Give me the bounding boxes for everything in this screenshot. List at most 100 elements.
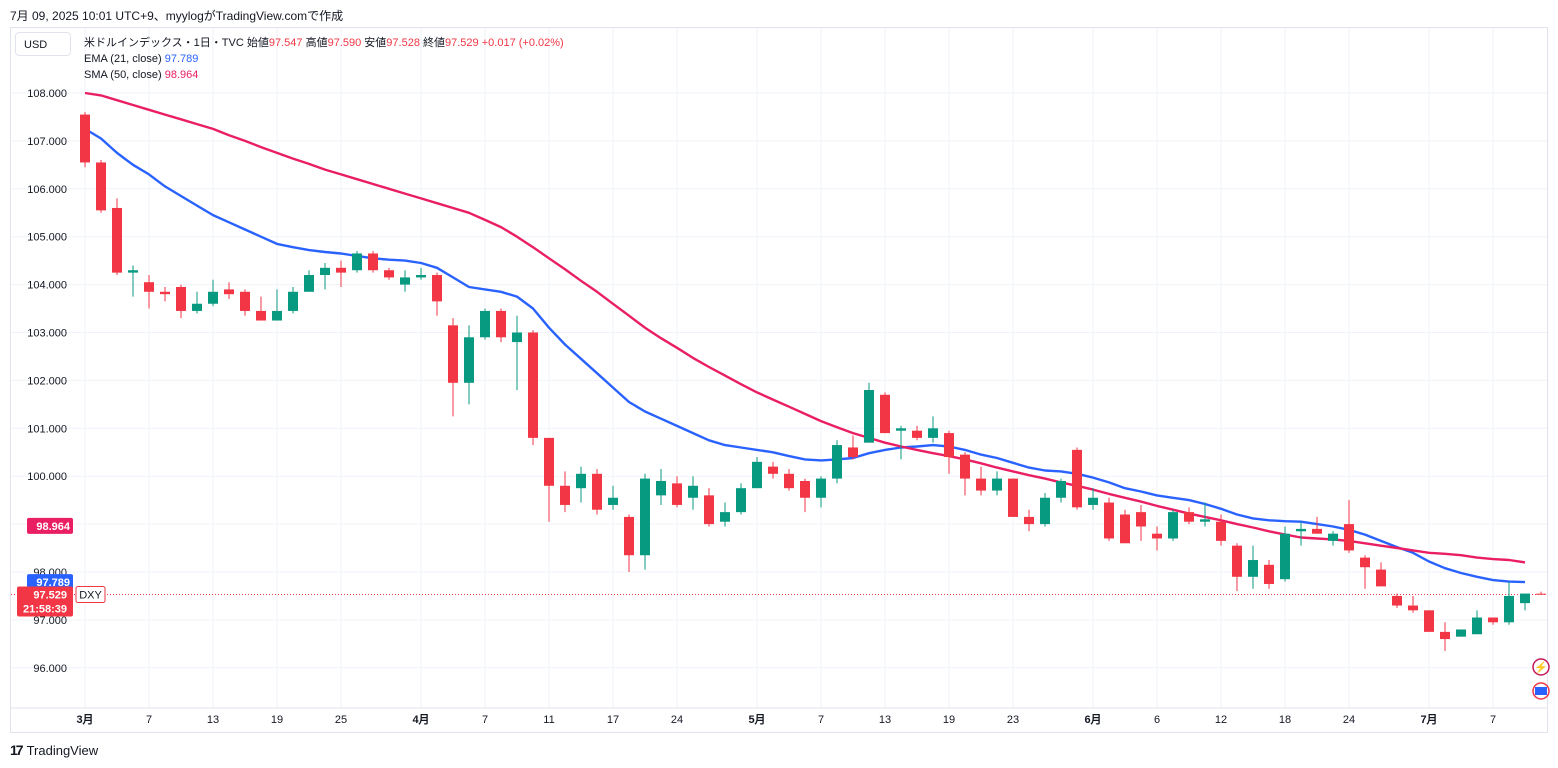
candle-body [1440, 631, 1450, 640]
sma-price-badge: 98.964 [36, 521, 71, 533]
candle-body [736, 488, 746, 513]
candle-body [256, 310, 266, 321]
lightning-glyph-icon: ⚡ [1534, 661, 1548, 674]
x-tick-label: 11 [543, 714, 554, 726]
currency-button[interactable]: USD [15, 32, 71, 56]
candle-body [944, 433, 954, 458]
x-tick-label: 19 [943, 714, 955, 726]
candle-body [432, 275, 442, 302]
candle-body [1296, 528, 1306, 532]
y-tick-label: 100.000 [27, 471, 67, 483]
x-tick-label: 7 [1490, 714, 1496, 726]
candle-body [928, 428, 938, 438]
candle-body [1280, 533, 1290, 580]
candle-body [160, 291, 170, 295]
candle-body [80, 114, 90, 163]
candle-body [624, 516, 634, 556]
y-tick-label: 107.000 [27, 136, 67, 148]
y-tick-label: 101.000 [27, 423, 67, 435]
candle-body [1056, 480, 1066, 498]
candle-body [864, 389, 874, 443]
candle-body [1072, 449, 1082, 508]
last-price-badge: 97.529 [33, 590, 67, 602]
legend-ema-row[interactable]: EMA (21, close) 97.789 [84, 51, 564, 67]
x-tick-label: 7月 [1420, 713, 1437, 726]
candle-body [1360, 557, 1370, 568]
candle-body [1376, 569, 1386, 587]
candle-body [800, 480, 810, 498]
symbol-tag-bg [75, 586, 106, 604]
x-tick-label: 13 [207, 714, 219, 726]
candle-body [400, 277, 410, 285]
candle-body [1216, 521, 1226, 541]
candle-body [912, 430, 922, 438]
candle-body [656, 480, 666, 496]
x-tick-label: 25 [335, 714, 347, 726]
candle-body [880, 394, 890, 434]
candle-body [336, 267, 346, 273]
candle-body [1456, 629, 1466, 637]
candle-body [832, 445, 842, 479]
candle-body [1024, 516, 1034, 525]
candle-body [112, 207, 122, 273]
symbol-name[interactable]: 米ドルインデックス・1日・TVC [84, 37, 244, 49]
candle-body [688, 485, 698, 498]
candle-body [544, 437, 554, 486]
y-tick-label: 102.000 [27, 375, 67, 387]
sma-label: SMA (50, close) [84, 69, 162, 81]
x-tick-label: 24 [671, 714, 683, 726]
candle-body [1312, 528, 1322, 534]
ema-price-badge-bg [27, 574, 73, 591]
candle-body [768, 466, 778, 474]
candle-body [448, 325, 458, 383]
x-tick-label: 13 [879, 714, 891, 726]
candle-body [1152, 533, 1162, 539]
us-flag-icon [1535, 687, 1547, 695]
x-tick-label: 3月 [76, 713, 93, 726]
candle-body [1088, 497, 1098, 505]
candle-body [560, 485, 570, 505]
candle-body [848, 447, 858, 458]
candle-body [464, 337, 474, 383]
candle-body [304, 275, 314, 292]
close-value: 97.529 [445, 37, 479, 49]
x-tick-label: 6月 [1084, 713, 1101, 726]
candle-body [240, 291, 250, 311]
y-tick-label: 104.000 [27, 280, 67, 292]
candle-body [128, 270, 138, 273]
sma-value: 98.964 [164, 69, 199, 81]
x-tick-label: 18 [1279, 714, 1291, 726]
dividend-lightning-icon [1532, 658, 1550, 676]
x-tick-label: 7 [818, 714, 824, 726]
candle-body [1248, 560, 1258, 577]
candle-body [96, 162, 106, 211]
candle-body [976, 478, 986, 491]
y-tick-label: 108.000 [27, 88, 67, 100]
snapshot-timestamp: 7月 09, 2025 10:01 UTC+9、myylogがTradingVi… [10, 9, 344, 23]
sma-price-badge-bg [27, 517, 73, 534]
candle-body [368, 253, 378, 271]
x-tick-label: 7 [146, 714, 152, 726]
candle-body [896, 428, 906, 431]
candle-body [1392, 595, 1402, 606]
candle-body [1104, 502, 1114, 539]
chart-frame [10, 27, 1548, 733]
x-tick-label: 17 [607, 714, 619, 726]
ema-price-badge: 97.789 [36, 577, 70, 589]
candle-body [384, 270, 394, 278]
y-tick-label: 103.000 [27, 328, 67, 340]
ema-label: EMA (21, close) [84, 53, 162, 65]
candle-body [352, 253, 362, 271]
open-value: 97.547 [268, 37, 303, 49]
open-label: 始値 [246, 37, 269, 49]
candle-body [1504, 595, 1514, 623]
countdown-badge: 21:58:39 [23, 604, 67, 616]
tradingview-logo-icon: 17 [10, 742, 24, 758]
candle-body [1328, 533, 1338, 541]
candle-body [816, 478, 826, 498]
candle-body [672, 483, 682, 505]
legend-ohlc-row: 米ドルインデックス・1日・TVC 始値97.547 高値97.590 安値97.… [84, 35, 564, 51]
legend-sma-row[interactable]: SMA (50, close) 98.964 [84, 67, 564, 83]
x-tick-label: 5月 [748, 713, 765, 726]
